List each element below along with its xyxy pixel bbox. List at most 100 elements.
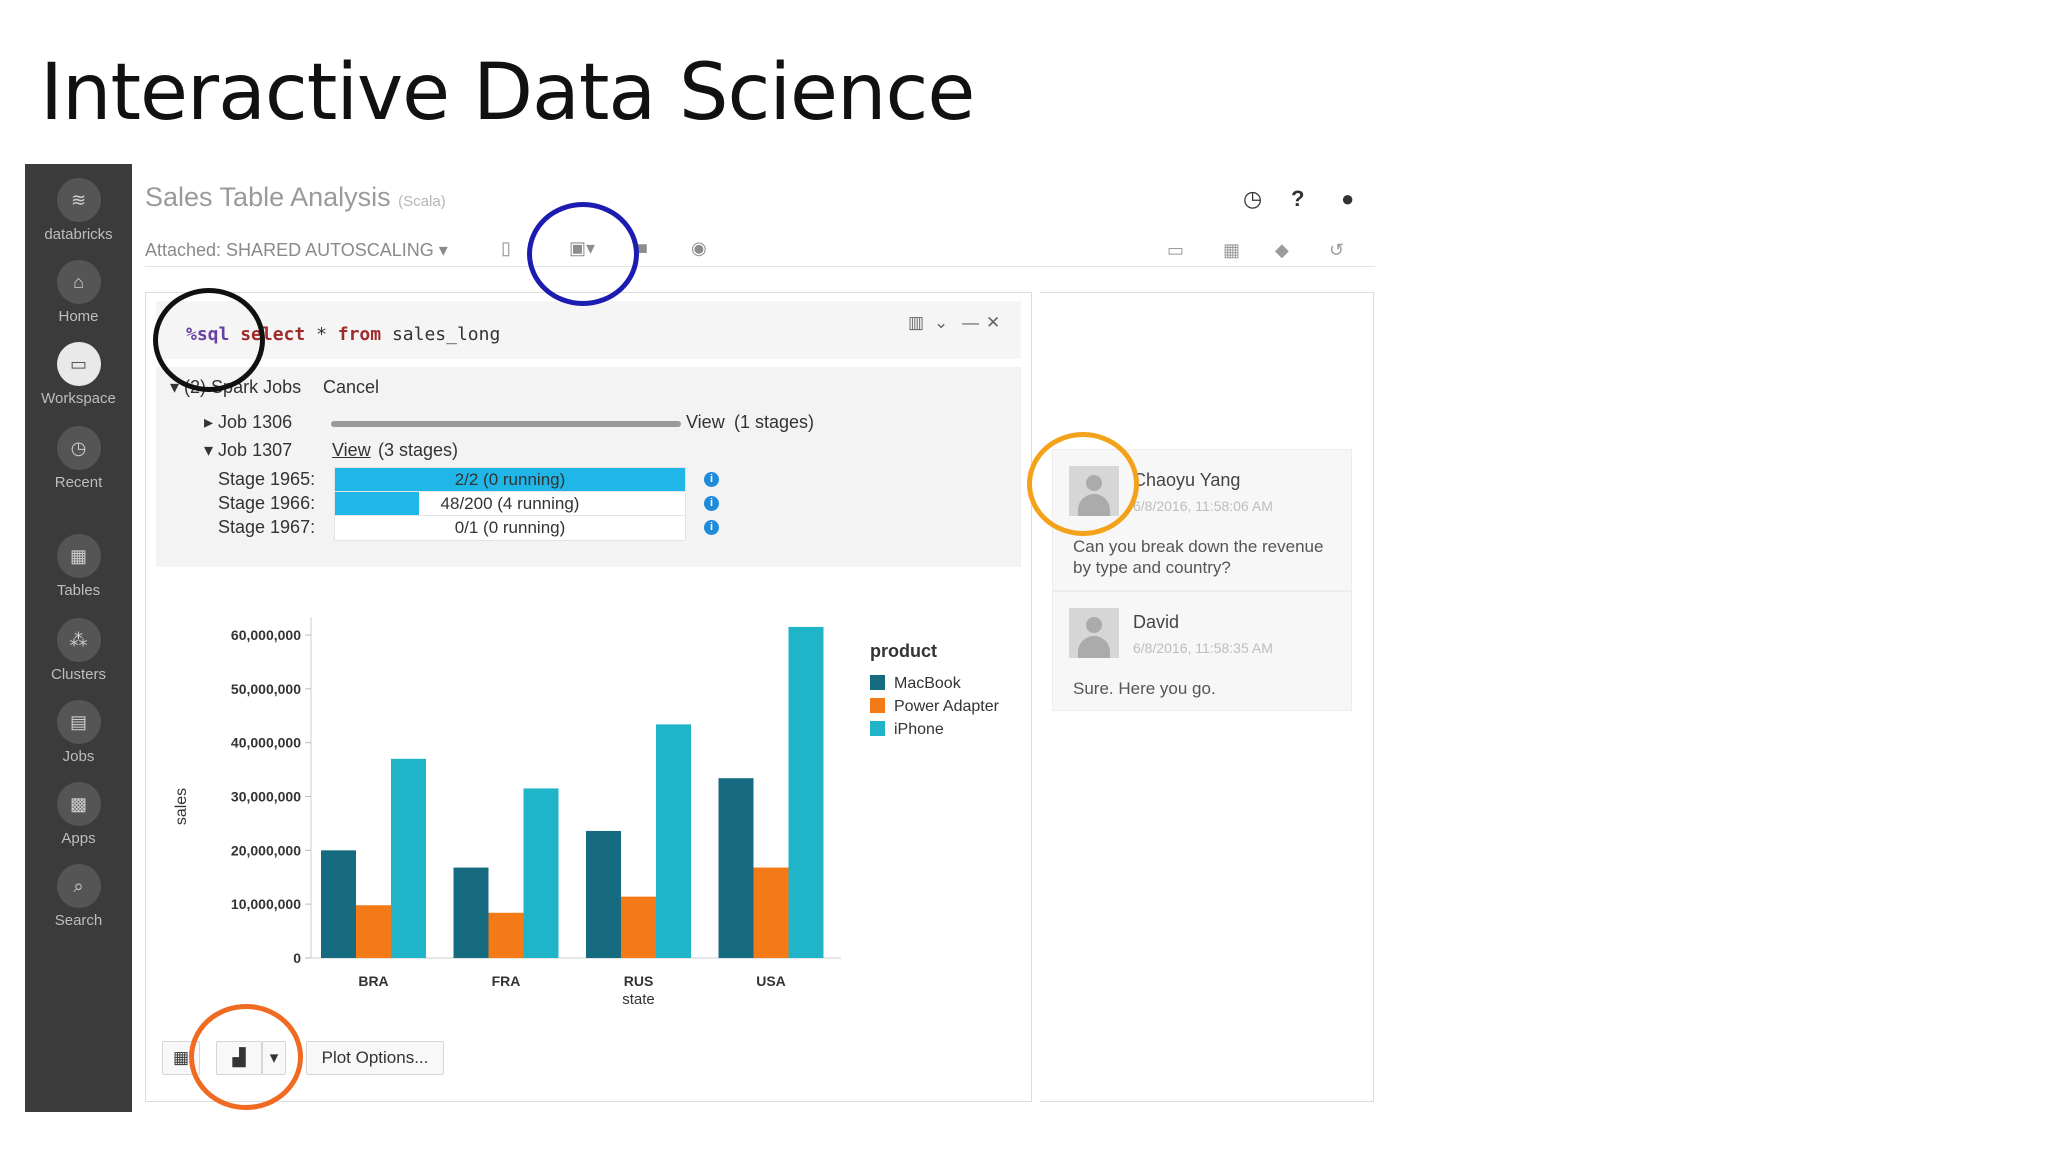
stage-progress-text: 48/200 (4 running)	[440, 494, 580, 513]
sidebar-item-label: Jobs	[62, 748, 95, 765]
clock-icon[interactable]: ◷	[1243, 186, 1263, 211]
code-from: from	[337, 324, 382, 345]
notebook-title: Sales Table Analysis (Scala)	[145, 182, 446, 213]
job-1306-progress	[331, 421, 681, 427]
x-tick-label: USA	[756, 973, 786, 989]
chevron-down-icon[interactable]: ⌄	[934, 313, 949, 332]
sidebar-item-jobs[interactable]: ▤ Jobs	[25, 700, 132, 765]
sidebar-item-apps[interactable]: ▩ Apps	[25, 782, 132, 847]
x-tick-label: RUS	[624, 973, 654, 989]
legend-label: iPhone	[894, 721, 944, 738]
stage-progress-fill	[335, 468, 685, 492]
cluster-icon: ⁂	[56, 618, 101, 662]
user-icon[interactable]: ●	[1341, 186, 1355, 211]
sales-bar-chart: 0 10,000,000 20,000,000 30,000,000 40,000,00…	[173, 617, 1000, 1008]
legend-label: Power Adapter	[894, 698, 1000, 715]
job-1307-toggle[interactable]: ▾ Job 1307	[204, 440, 293, 460]
stage-progress-bar: 2/2 (0 running)	[334, 467, 686, 493]
sidebar-item-tables[interactable]: ▦ Tables	[25, 534, 132, 599]
sidebar-item-databricks[interactable]: ≋ databricks	[25, 178, 132, 243]
highlight-ring-black	[153, 288, 265, 392]
highlight-ring-red	[189, 1004, 303, 1110]
sidebar-item-label: Apps	[61, 830, 96, 847]
code-editor[interactable]: %sql select * from sales_long ▥ ⌄ — ✕	[156, 301, 1021, 359]
bar-usa-macbook	[718, 778, 754, 958]
sidebar-item-recent[interactable]: ◷ Recent	[25, 426, 132, 491]
calendar-icon: ▤	[56, 700, 101, 744]
sidebar-item-home[interactable]: ⌂ Home	[25, 260, 132, 325]
job-1307-view-link[interactable]: View	[332, 440, 371, 460]
info-icon[interactable]: i	[704, 472, 719, 487]
info-icon[interactable]: i	[704, 496, 719, 511]
legend-title: product	[870, 641, 937, 661]
search-icon: ⌕	[56, 864, 101, 908]
notebook-title-text: Sales Table Analysis	[145, 182, 391, 212]
x-tick-label: BRA	[358, 973, 388, 989]
stage-progress-text: 2/2 (0 running)	[454, 470, 566, 489]
code-table: sales_long	[381, 324, 501, 345]
job-1307-label: Job 1307	[218, 440, 293, 460]
home-icon: ⌂	[56, 260, 101, 304]
job-1307-stages: (3 stages)	[378, 440, 459, 460]
comment-text: Sure. Here you go.	[1073, 679, 1216, 698]
run-icon[interactable]: ◉	[691, 238, 707, 258]
folder-icon: ▭	[56, 342, 101, 386]
bar-rus-macbook	[586, 830, 621, 958]
sidebar-item-label: Home	[58, 308, 99, 325]
job-1306-view-link[interactable]: View	[686, 412, 725, 432]
stage-label: Stage 1967:	[218, 517, 316, 537]
sidebar-item-label: Tables	[56, 582, 101, 599]
minimize-icon[interactable]: —	[962, 313, 979, 332]
calendar-icon[interactable]: ▦	[1223, 240, 1241, 260]
x-axis-label: state	[622, 991, 655, 1008]
plot-options-button[interactable]: Plot Options...	[306, 1041, 444, 1075]
chart-icon[interactable]: ▥	[908, 313, 925, 332]
legend-swatch	[870, 675, 885, 690]
sidebar-item-search[interactable]: ⌕ Search	[25, 864, 132, 929]
grid-icon: ▩	[56, 782, 101, 826]
legend-label: MacBook	[894, 675, 962, 692]
bar-rus-iphone	[656, 724, 691, 958]
sidebar: ≋ databricks ⌂ Home ▭ Workspace ◷ Recent ▦ Tables…	[25, 164, 132, 1112]
sidebar-item-workspace[interactable]: ▭ Workspace	[25, 342, 132, 407]
sidebar-item-clusters[interactable]: ⁂ Clusters	[25, 618, 132, 683]
table-icon: ▦	[56, 534, 101, 578]
comment-timestamp: 6/8/2016, 11:58:35 AM	[1133, 640, 1273, 656]
help-icon[interactable]: ?	[1291, 186, 1305, 211]
history-icon[interactable]: ↺	[1329, 240, 1345, 260]
spark-jobs-panel: ▾ (2) Spark Jobs Cancel ▸ Job 1306 View …	[156, 367, 1021, 567]
y-tick-label: 50,000,000	[231, 681, 301, 697]
slide-title: Interactive Data Science	[40, 48, 975, 138]
y-tick-label: 40,000,000	[231, 735, 301, 751]
notebook-main: Sales Table Analysis (Scala) ◷ ? ● Attac…	[145, 164, 1375, 1112]
sidebar-item-label: Workspace	[41, 390, 116, 407]
cluster-attach-dropdown[interactable]: Attached: SHARED AUTOSCALING ▾	[145, 240, 448, 260]
sidebar-item-label: databricks	[44, 226, 113, 243]
notebook-toolbar: Attached: SHARED AUTOSCALING ▾ ▯ ▣▾ ■ ◉ …	[145, 236, 1375, 266]
keyboard-icon[interactable]: ▭	[1167, 240, 1185, 260]
comments-icon[interactable]: ◆	[1275, 240, 1289, 260]
info-icon[interactable]: i	[704, 520, 719, 535]
bar-rus-power-adapter	[621, 896, 656, 958]
layers-icon: ≋	[56, 178, 101, 222]
bar-fra-iphone	[523, 788, 559, 958]
close-icon[interactable]: ✕	[986, 313, 1001, 332]
notebook-cell: %sql select * from sales_long ▥ ⌄ — ✕ ▾ …	[145, 292, 1032, 1102]
cancel-link[interactable]: Cancel	[323, 377, 380, 397]
job-1306-toggle[interactable]: ▸ Job 1306	[204, 412, 293, 432]
databricks-screenshot: ≋ databricks ⌂ Home ▭ Workspace ◷ Recent ▦ Tables…	[25, 164, 1375, 1114]
stage-progress-fill	[335, 492, 419, 516]
job-1306-label: Job 1306	[218, 412, 293, 432]
comments-panel: Chaoyu Yang 6/8/2016, 11:58:06 AM Can you …	[1040, 292, 1374, 1102]
y-tick-label: 20,000,000	[231, 842, 301, 858]
file-icon[interactable]: ▯	[501, 238, 511, 258]
stage-progress-bar: 0/1 (0 running)	[334, 515, 686, 541]
lock-icon[interactable]: ■	[637, 238, 648, 258]
stage-progress-bar: 48/200 (4 running)	[334, 491, 686, 517]
bar-usa-power-adapter	[753, 867, 789, 958]
comment-author: David	[1133, 612, 1180, 632]
job-1306-stages: (1 stages)	[734, 412, 815, 432]
bar-fra-power-adapter	[488, 912, 524, 958]
sidebar-item-label: Search	[54, 912, 103, 929]
code-star: *	[305, 324, 338, 345]
